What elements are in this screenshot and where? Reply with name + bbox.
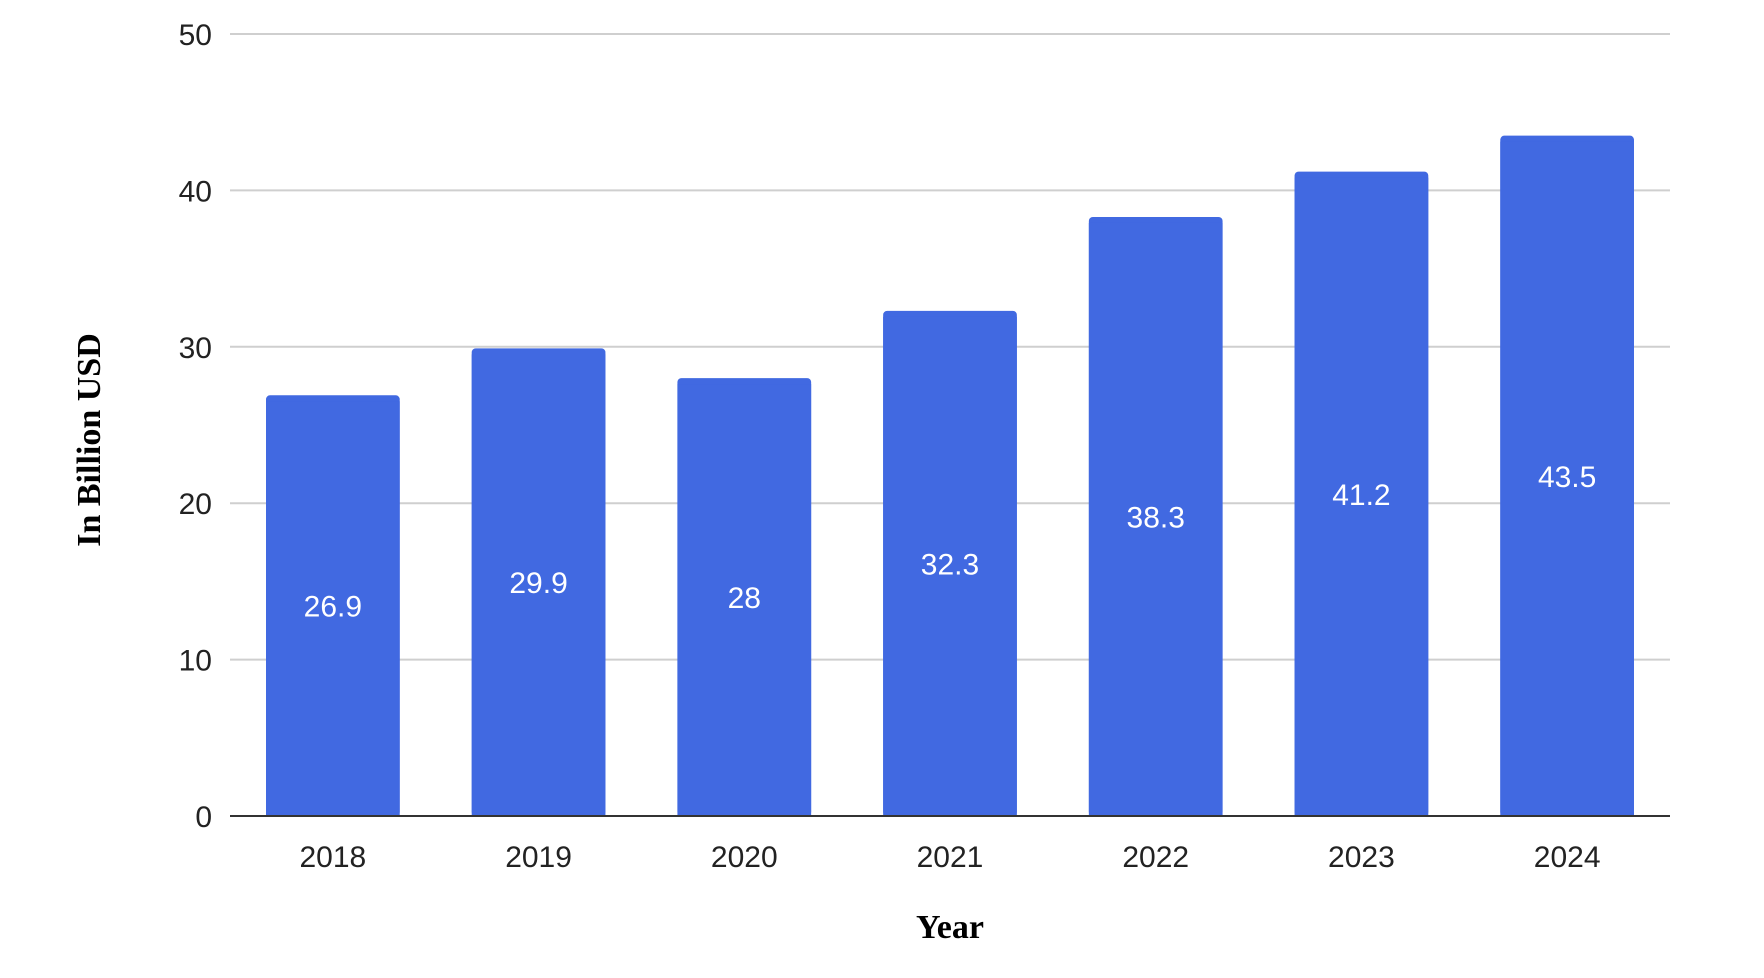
y-tick-label: 40 [179,175,212,208]
bar-value-label: 43.5 [1538,461,1596,494]
bar-value-label: 28 [728,582,761,615]
x-tick-label: 2023 [1328,841,1395,874]
x-axis-tick-labels: 2018 2019 2020 2021 2022 2023 2024 [299,841,1600,874]
x-tick-label: 2019 [505,841,572,874]
bar-value-label: 29.9 [509,567,567,600]
bar-value-label: 32.3 [921,548,979,581]
y-tick-label: 10 [179,645,212,678]
bar-value-label: 41.2 [1332,479,1390,512]
bar-value-label: 26.9 [304,591,362,624]
bar-body-2018 [266,401,400,816]
bar-body-2024 [1500,141,1634,816]
x-tick-label: 2024 [1534,841,1601,874]
bar-body-2020 [677,384,812,816]
bar-body-2022 [1088,222,1223,816]
bar-body-2019 [471,354,606,816]
y-tick-label: 20 [179,488,212,521]
x-tick-label: 2022 [1122,841,1189,874]
y-tick-label: 50 [179,19,212,52]
x-tick-label: 2021 [917,841,984,874]
y-tick-label: 0 [195,801,212,834]
bar-data-labels: 26.9 29.9 28 32.3 38.3 41.2 43.5 [304,461,1597,624]
x-tick-label: 2020 [711,841,778,874]
bar-value-label: 38.3 [1127,501,1185,534]
y-axis-tick-labels: 0 10 20 30 40 50 [179,19,212,834]
y-tick-label: 30 [179,332,212,365]
x-tick-label: 2018 [299,841,366,874]
bar-body-2021 [883,316,1017,816]
bar-body-2023 [1294,177,1429,816]
bars [266,135,1634,816]
x-axis-title: Year [916,909,984,946]
y-axis-title: In Billion USD [71,333,108,547]
